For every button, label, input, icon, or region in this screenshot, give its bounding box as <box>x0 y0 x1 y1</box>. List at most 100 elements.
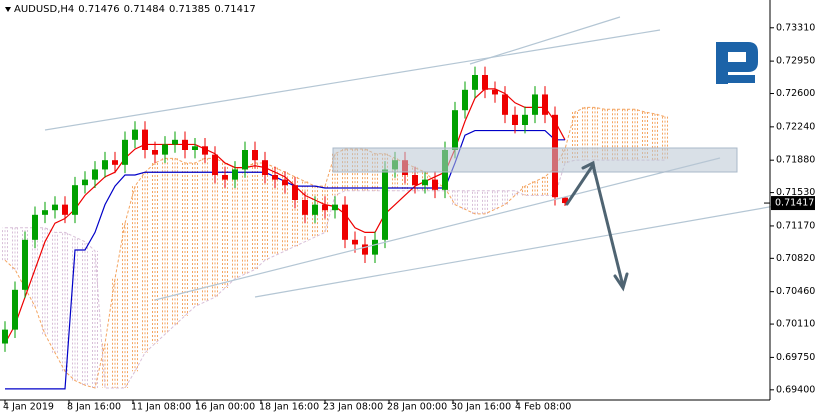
y-tick-label: 0.70460 <box>776 286 815 297</box>
candle-body <box>342 204 348 240</box>
trend-lines <box>44 16 815 301</box>
y-tick-label: 0.72600 <box>776 88 815 99</box>
candle-body <box>12 289 18 330</box>
candle-body <box>542 94 548 115</box>
y-tick-label: 0.69750 <box>776 352 815 363</box>
y-tick-label: 0.69400 <box>776 384 815 395</box>
candle-body <box>72 185 78 215</box>
candle-body <box>202 146 208 155</box>
candle-body <box>142 129 148 150</box>
candle-body <box>532 94 538 115</box>
candle-body <box>82 179 88 186</box>
candle-body <box>162 144 168 155</box>
candle-body <box>512 114 518 125</box>
candle-body <box>272 175 278 180</box>
candle-body <box>102 160 108 170</box>
candle-body <box>362 244 368 255</box>
arrow-head <box>581 160 597 176</box>
last-high: 0.71484 <box>123 4 166 15</box>
last-price-label: 0.71417 <box>775 198 814 209</box>
candle-body <box>502 94 508 115</box>
x-tick-label: 23 Jan 08:00 <box>323 402 383 413</box>
candle-body <box>172 139 178 145</box>
candle-body <box>562 197 568 204</box>
x-tick-label: 4 Feb 08:00 <box>515 402 571 413</box>
trend-line <box>154 157 721 301</box>
candle-body <box>452 110 458 150</box>
candle-body <box>182 139 188 150</box>
candle-body <box>292 185 298 200</box>
symbol: AUDUSD,H4 <box>14 4 75 15</box>
candle-body <box>482 75 488 90</box>
y-tick-label: 0.73310 <box>776 22 815 33</box>
candle-body <box>62 204 68 215</box>
logo-mark <box>716 42 758 84</box>
candle-body <box>312 204 318 215</box>
x-tick-label: 18 Jan 16:00 <box>259 402 319 413</box>
last-price-box <box>771 196 815 211</box>
x-tick-label: 30 Jan 16:00 <box>451 402 511 413</box>
last-close: 0.71417 <box>214 4 256 15</box>
candle-body <box>242 150 248 170</box>
candle-body <box>492 89 498 95</box>
cloud-layer <box>2 106 668 389</box>
y-tick-label: 0.70110 <box>776 319 815 330</box>
candle-body <box>282 179 288 186</box>
cloud-edge <box>5 159 665 389</box>
y-tick-label: 0.72950 <box>776 56 815 67</box>
candle-body <box>42 210 48 215</box>
candle-body <box>212 154 218 175</box>
x-tick-label: 16 Jan 00:00 <box>195 402 255 413</box>
resistance-zone <box>332 147 738 173</box>
y-tick-label: 0.72240 <box>776 121 815 132</box>
arrow-head <box>613 272 629 292</box>
candle-body <box>302 200 308 215</box>
candle-body <box>222 175 228 180</box>
logo <box>716 42 758 84</box>
candle-body <box>352 239 358 245</box>
last-open: 0.71476 <box>78 4 120 15</box>
candle-body <box>52 204 58 211</box>
candle-body <box>22 239 28 290</box>
y-tick-label: 0.70820 <box>776 253 815 264</box>
trend-line <box>254 198 815 298</box>
trend-line <box>44 29 661 131</box>
y-tick-label: 0.71530 <box>776 187 815 198</box>
candle-body <box>382 169 388 240</box>
candle-body <box>32 214 38 240</box>
forecast-arrow <box>565 160 629 292</box>
y-tick-label: 0.71880 <box>776 155 815 166</box>
candle-body <box>372 239 378 255</box>
trend-line <box>469 16 621 65</box>
candle-body <box>262 160 268 175</box>
candle-body <box>192 146 198 150</box>
candle-body <box>322 204 328 211</box>
x-tick-label: 11 Jan 08:00 <box>131 402 191 413</box>
candle-body <box>432 179 438 190</box>
logo-bar <box>722 75 755 83</box>
candle-body <box>422 179 428 186</box>
candle-body <box>472 75 478 90</box>
candle-body <box>92 169 98 180</box>
candle-body <box>332 204 338 211</box>
axis-layer: 0.73310 0.72950 0.72600 0.72240 0.71880 0.715… <box>3 22 815 413</box>
x-tick-label: 4 Jan 2019 <box>3 402 54 413</box>
menu-triangle <box>5 7 11 12</box>
candle-body <box>412 175 418 186</box>
candle-body <box>112 160 118 165</box>
candle-body <box>462 89 468 111</box>
x-tick-label: 28 Jan 00:00 <box>387 402 447 413</box>
x-tick-label: 8 Jan 16:00 <box>67 402 121 413</box>
candle-body <box>252 150 258 161</box>
candle-body <box>122 139 128 165</box>
candle-body <box>2 329 8 344</box>
candle-body <box>132 129 138 140</box>
candle-body <box>522 114 528 125</box>
candle-body <box>232 169 238 180</box>
last-low: 0.71385 <box>169 4 211 15</box>
y-tick-label: 0.71170 <box>776 220 815 231</box>
candle-body <box>152 150 158 155</box>
symbol-header: AUDUSD,H4 0.71476 0.71484 0.71385 0.71417 <box>14 4 260 15</box>
